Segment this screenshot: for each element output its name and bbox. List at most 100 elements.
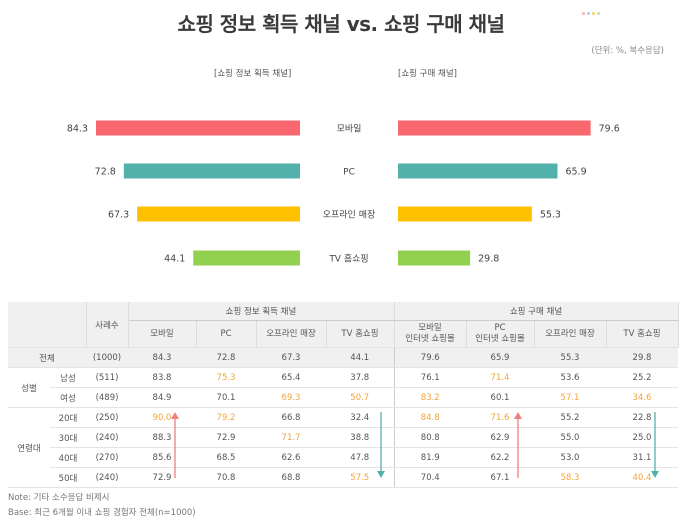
info-group-header: 쇼핑 정보 획득 채널 xyxy=(128,302,395,321)
row-label: 전체 xyxy=(8,347,86,368)
table-row: 연령대 20대 (250) 90.0 79.2 66.8 32.4 84.8 71.6 55.2 2… xyxy=(8,407,678,488)
row-label: 40대 xyxy=(50,447,86,468)
category-label-2: 오프라인 매장 xyxy=(323,210,376,221)
butterfly-bar-chart: 84.3 79.6 모바일 72.8 65.9 PC 67.3 55.3 오프라인 매장 44.1… xyxy=(67,120,620,266)
row-label: 남성 xyxy=(50,367,86,388)
value-cell: 38.8 xyxy=(326,427,394,448)
respondents-cell: (270) xyxy=(86,447,128,468)
buy-group-header: 쇼핑 구매 채널 xyxy=(394,302,679,321)
value-cell: 72.9 xyxy=(196,427,256,448)
buy-value-label-2: 55.3 xyxy=(540,210,561,221)
info-bar-3 xyxy=(193,250,300,266)
value-cell: 72.8 xyxy=(196,347,256,368)
value-cell: 85.6 xyxy=(128,447,196,468)
respondents-cell: (1000) xyxy=(86,347,128,368)
buy-bar-2 xyxy=(398,206,532,222)
value-cell: 57.5 xyxy=(326,467,394,488)
base-text: Base: 최근 6개월 이내 쇼핑 경험자 전체(n=1000) xyxy=(8,508,196,518)
value-cell: 81.9 xyxy=(393,447,466,468)
value-cell: 71.7 xyxy=(256,427,326,448)
value-cell: 80.8 xyxy=(393,427,466,448)
value-cell: 66.8 xyxy=(256,407,326,428)
info-bar-1 xyxy=(123,163,300,179)
row-label: 20대 xyxy=(50,407,86,428)
value-cell: 71.4 xyxy=(466,367,534,388)
value-cell: 40.4 xyxy=(606,467,678,488)
respondents-cell: (250) xyxy=(86,407,128,428)
buy-value-label-3: 29.8 xyxy=(478,254,499,265)
buy-bar-0 xyxy=(398,120,591,136)
value-cell: 55.3 xyxy=(534,347,606,368)
value-cell: 29.8 xyxy=(606,347,678,368)
value-cell: 71.6 xyxy=(466,407,534,428)
info-mobile-up-arrow xyxy=(171,412,179,478)
value-cell: 25.0 xyxy=(606,427,678,448)
table-row: 30대 (240) 88.3 72.9 71.7 38.8 80.8 62.9 55.0 25.0 xyxy=(8,427,678,448)
value-cell: 62.6 xyxy=(256,447,326,468)
table-corner xyxy=(8,302,87,348)
value-cell: 79.2 xyxy=(196,407,256,428)
value-cell: 32.4 xyxy=(326,407,394,428)
value-cell: 88.3 xyxy=(128,427,196,448)
value-cell: 62.9 xyxy=(466,427,534,448)
info-bar-0 xyxy=(95,120,300,136)
value-cell: 67.1 xyxy=(466,467,534,488)
buy-col-header-1: PC 인터넷 쇼핑몰 xyxy=(466,320,535,348)
value-cell: 65.4 xyxy=(256,367,326,388)
info-bar-2 xyxy=(137,206,300,222)
table-row: 여성 (489) 84.9 70.1 69.3 50.7 83.2 60.1 57.1 34.6 xyxy=(8,387,678,408)
value-cell: 50.7 xyxy=(326,387,394,408)
value-cell: 76.1 xyxy=(393,367,466,388)
value-cell: 84.8 xyxy=(393,407,466,428)
info-value-label-1: 72.8 xyxy=(95,167,116,178)
value-cell: 84.3 xyxy=(128,347,196,368)
buy-col-header-0: 모바일 인터넷 쇼핑몰 xyxy=(394,320,467,348)
info-col-header-3: TV 홈쇼핑 xyxy=(326,320,395,348)
info-col-header-0: 모바일 xyxy=(128,320,197,348)
buy-pc-up-arrow xyxy=(514,412,522,478)
value-cell: 62.2 xyxy=(466,447,534,468)
value-cell: 68.5 xyxy=(196,447,256,468)
row-group-label: 성별 xyxy=(8,367,50,408)
table-row: 성별 남성 (511) 83.8 75.3 65.4 37.8 76.1 71.4 53.6 25.… xyxy=(8,367,678,408)
value-cell: 55.0 xyxy=(534,427,606,448)
category-label-3: TV 홈쇼핑 xyxy=(328,253,368,265)
value-cell: 84.9 xyxy=(128,387,196,408)
value-cell: 79.6 xyxy=(393,347,466,368)
info-col-header-2: 오프라인 매장 xyxy=(256,320,327,348)
buy-tv-down-arrow xyxy=(651,412,659,478)
info-value-label-2: 67.3 xyxy=(108,210,129,221)
info-col-header-1: PC xyxy=(196,320,257,348)
value-cell: 25.2 xyxy=(606,367,678,388)
respondents-cell: (511) xyxy=(86,367,128,388)
buy-col-header-3: TV 홈쇼핑 xyxy=(606,320,679,348)
page-title: 쇼핑 정보 획득 채널 vs. 쇼핑 구매 채널 xyxy=(177,12,505,36)
unit-label: (단위: %, 복수응답) xyxy=(591,46,664,56)
table-row: 50대 (240) 72.9 70.8 68.8 57.5 70.4 67.1 58.3 40.4 xyxy=(8,467,678,488)
value-cell: 58.3 xyxy=(534,467,606,488)
respondents-cell: (240) xyxy=(86,427,128,448)
info-value-label-3: 44.1 xyxy=(164,254,185,265)
row-label: 50대 xyxy=(50,467,86,488)
brand-logo xyxy=(582,2,602,15)
row-label: 여성 xyxy=(50,387,86,408)
value-cell: 83.2 xyxy=(393,387,466,408)
value-cell: 75.3 xyxy=(196,367,256,388)
buy-col-header-2: 오프라인 매장 xyxy=(534,320,607,348)
value-cell: 31.1 xyxy=(606,447,678,468)
buy-bar-3 xyxy=(398,250,471,266)
value-cell: 37.8 xyxy=(326,367,394,388)
value-cell: 90.0 xyxy=(128,407,196,428)
value-cell: 68.8 xyxy=(256,467,326,488)
value-cell: 53.6 xyxy=(534,367,606,388)
respondents-header: 사례수 xyxy=(86,302,129,348)
value-cell: 53.0 xyxy=(534,447,606,468)
value-cell: 70.1 xyxy=(196,387,256,408)
value-cell: 69.3 xyxy=(256,387,326,408)
table-row: 40대 (270) 85.6 68.5 62.6 47.8 81.9 62.2 53.0 31.1 xyxy=(8,447,678,468)
buy-value-label-1: 65.9 xyxy=(565,167,586,178)
table-row: 전체 (1000) 84.3 72.8 67.3 44.1 79.6 65.9 55.3 29.8 xyxy=(8,347,678,368)
value-cell: 83.8 xyxy=(128,367,196,388)
value-cell: 70.4 xyxy=(393,467,466,488)
respondents-cell: (489) xyxy=(86,387,128,408)
